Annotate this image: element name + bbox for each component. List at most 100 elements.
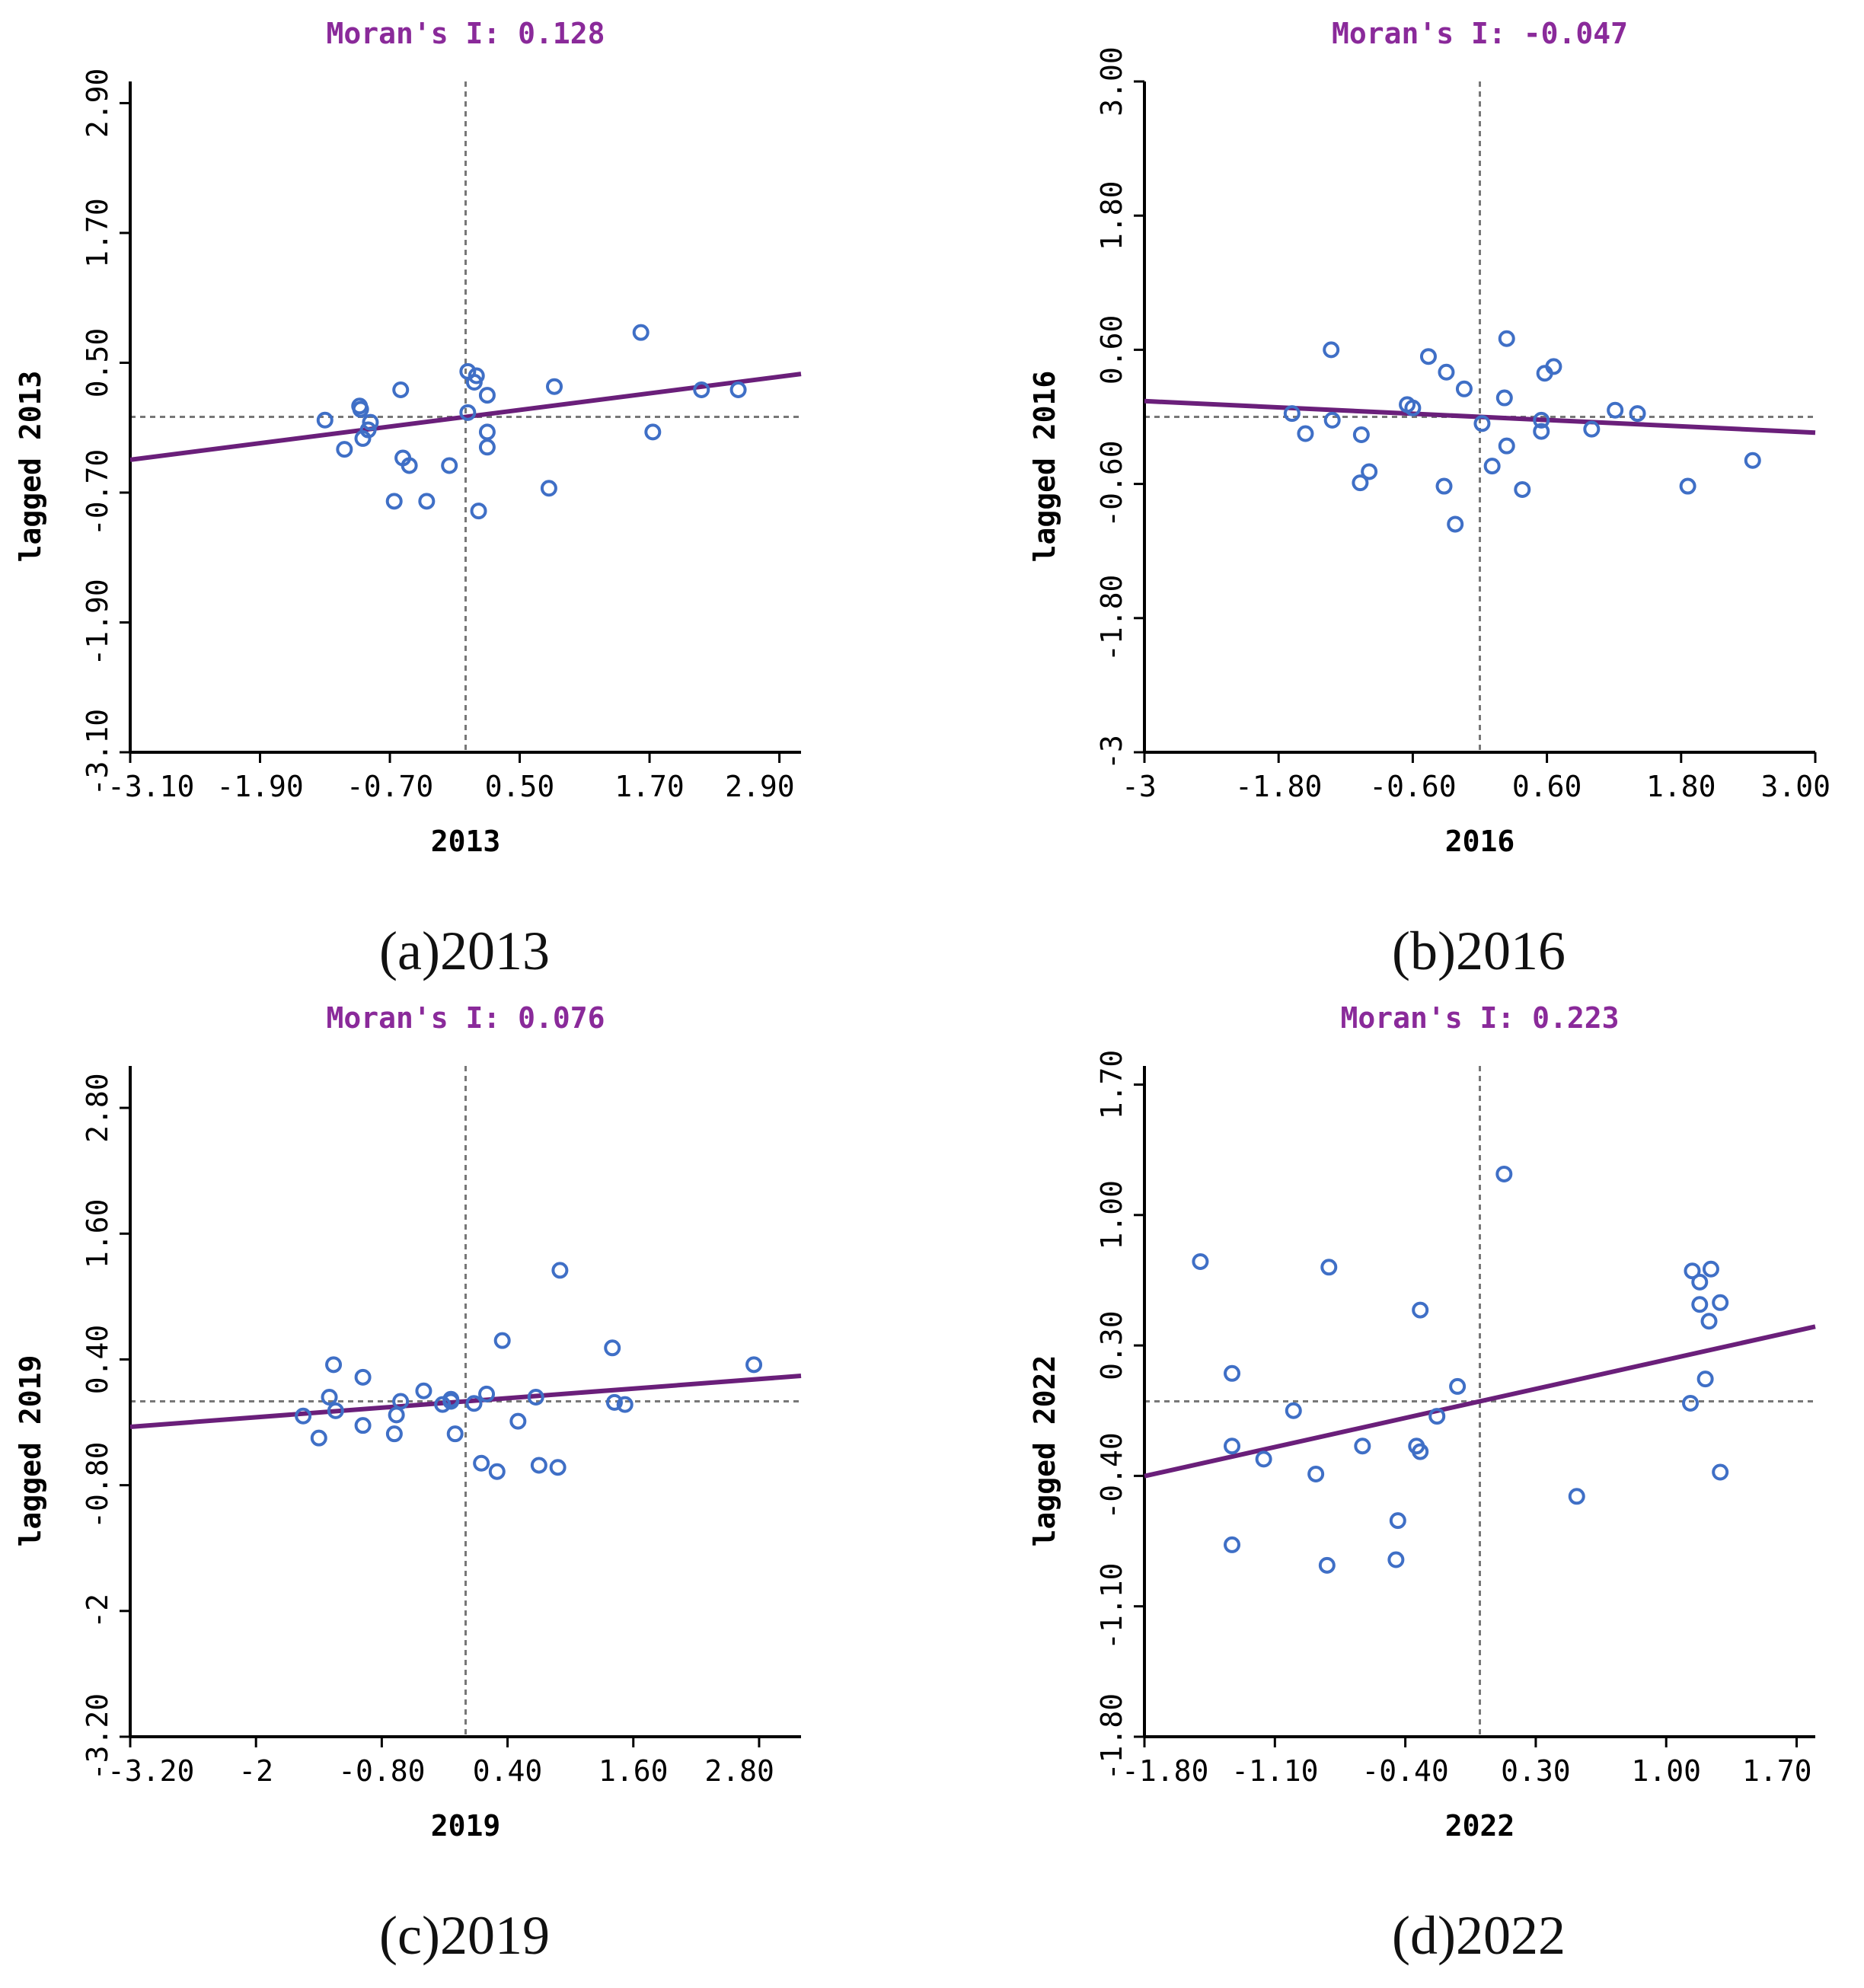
data-point [1355,1439,1369,1453]
y-tick-label: -3.20 [81,1693,114,1780]
data-point [356,1371,370,1384]
x-tick-label: -0.70 [346,770,433,803]
data-point [1225,1367,1239,1380]
data-point [442,458,456,472]
figure-canvas: Moran's I: 0.128-3.10 -1.90 -0.70 0.50 1.70 2… [0,0,1864,1988]
panel-caption: (c)2019 [379,1905,550,1966]
data-point [1704,1262,1718,1276]
x-tick-label: -1.10 [1231,1754,1318,1788]
data-point [318,413,332,427]
x-tick-label: -0.40 [1361,1754,1448,1788]
y-tick-label: 1.00 [1095,1180,1128,1250]
data-point [1693,1297,1706,1311]
data-point [417,1384,430,1398]
panel-caption: (d)2022 [1392,1905,1566,1966]
x-tick-label: -0.60 [1369,770,1456,803]
data-point [472,504,486,518]
y-tick-label: -0.70 [81,449,114,536]
x-tick-label: -0.80 [338,1754,425,1788]
data-point [448,1427,462,1441]
data-point [1693,1275,1706,1289]
chart-title: Moran's I: 0.128 [326,17,605,50]
data-point [732,383,745,397]
x-tick-label: 0.40 [473,1754,543,1788]
data-point [480,388,494,402]
y-tick-label: -1.10 [1095,1562,1128,1649]
data-point [1422,349,1435,363]
data-point [1486,459,1499,473]
data-point [1298,427,1312,441]
data-point [551,1460,565,1474]
y-tick-label: 2.90 [81,69,114,139]
data-point [1287,1404,1301,1418]
x-tick-label: -1.90 [216,770,303,803]
data-point [547,380,561,394]
scatter-panel-4: Moran's I: 0.223-1.80 -1.10 -0.40 0.30 1.00 1… [1028,1001,1815,1966]
panel-caption: (a)2013 [379,921,550,981]
x-tick-label: 0.30 [1501,1754,1571,1788]
y-tick-label: 0.60 [1095,315,1128,385]
data-point [1713,1296,1727,1310]
data-point [542,481,556,495]
data-point [1326,413,1339,427]
data-point [1225,1439,1239,1453]
data-point [388,1427,401,1441]
x-tick-label: 0.60 [1512,770,1582,803]
data-point [1498,391,1511,405]
data-point [1391,1514,1405,1527]
y-tick-label: -1.80 [1095,575,1128,662]
data-point [420,494,433,508]
data-point [1451,1380,1464,1393]
data-point [480,440,494,454]
data-point [496,1334,509,1348]
x-tick-label: 1.70 [614,770,685,803]
x-tick-label: -3.10 [107,770,194,803]
data-point [1225,1538,1239,1552]
x-tick-label: 2.80 [704,1754,774,1788]
y-tick-label: -1.80 [1095,1693,1128,1780]
y-axis-label: lagged 2019 [14,1355,47,1547]
x-tick-label: -3.20 [107,1754,194,1788]
data-point [1438,480,1451,493]
x-axis-label: 2019 [431,1809,501,1843]
y-axis-label: lagged 2022 [1028,1355,1061,1547]
data-point [1681,480,1695,493]
data-point [511,1415,525,1428]
y-tick-label: -2 [81,1594,114,1629]
data-point [1457,382,1471,396]
y-tick-label: 0.30 [1095,1310,1128,1380]
y-tick-label: 1.60 [81,1198,114,1268]
data-point [312,1431,326,1445]
data-point [1389,1553,1403,1567]
data-point [388,494,401,508]
y-tick-label: -3 [1095,735,1128,770]
data-point [356,1418,370,1432]
x-tick-label: -1.80 [1122,1754,1208,1788]
y-tick-label: 2.80 [81,1073,114,1143]
data-point [1413,1304,1427,1317]
y-tick-label: 1.70 [1095,1050,1128,1120]
scatter-panel-1: Moran's I: 0.128 -3.10 -1.90 -0.70 0.50 1.70 2… [14,17,801,981]
data-point [390,1408,404,1422]
chart-title: Moran's I: -0.047 [1332,17,1628,50]
data-point [1684,1396,1697,1410]
y-tick-label: 0.40 [81,1325,114,1395]
data-point [1500,439,1514,453]
y-tick-label: 1.70 [81,198,114,268]
x-axis-label: 2022 [1445,1809,1515,1843]
data-point [1355,428,1368,442]
scatter-panel-2: Moran's I: -0.047-3 -1.80 -0.60 0.60 1.80 3.0… [1028,17,1830,981]
moran-scatterplot-figure: Moran's I: 0.128 -3.10 -1.90 -0.70 0.50 1.70 2… [0,0,1864,1988]
data-point [605,1341,619,1355]
y-tick-label: 1.80 [1095,180,1128,250]
data-point [1324,343,1338,356]
x-tick-label: 2.90 [725,770,795,803]
data-point [1193,1255,1207,1268]
data-point [1322,1260,1336,1274]
data-point [1448,517,1462,531]
x-tick-label: 1.00 [1631,1754,1701,1788]
y-tick-label: -0.80 [81,1441,114,1528]
data-point [1257,1452,1271,1466]
y-tick-label: -1.90 [81,579,114,665]
data-point [327,1358,340,1371]
